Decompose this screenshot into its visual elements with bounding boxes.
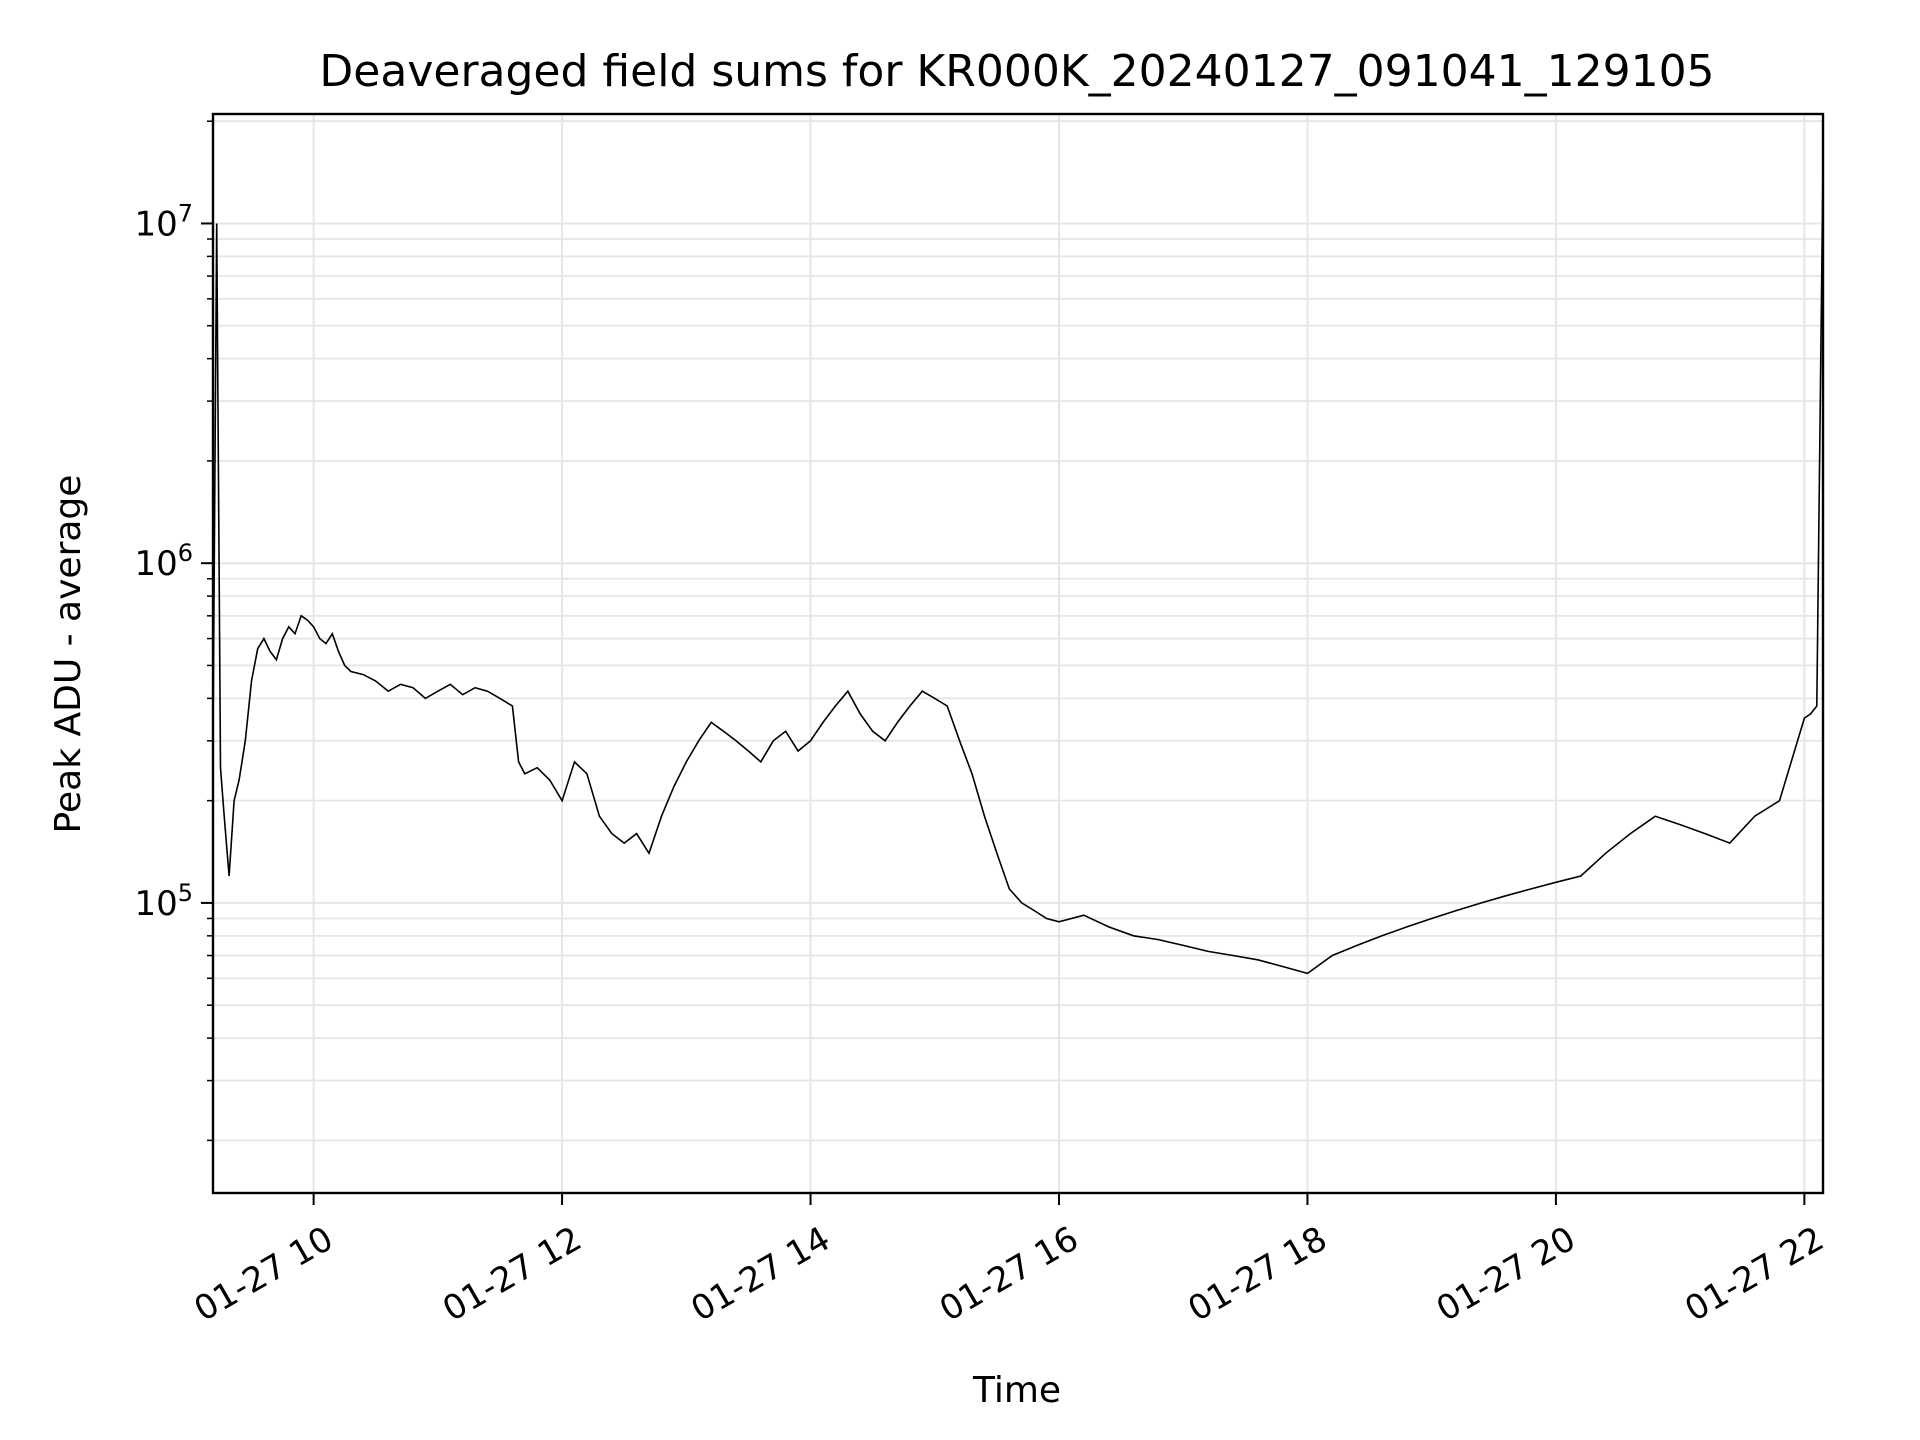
y-tick-label-exponent: 6 xyxy=(178,539,193,567)
y-tick-label: 107 xyxy=(134,199,193,244)
y-tick-label-exponent: 5 xyxy=(178,879,193,907)
y-tick-label-exponent: 7 xyxy=(178,199,193,227)
y-tick-label: 106 xyxy=(134,539,193,584)
y-axis-title: Peak ADU - average xyxy=(48,475,89,834)
series-line xyxy=(212,163,1824,975)
y-tick-label-base: 10 xyxy=(134,204,177,244)
x-axis-title: Time xyxy=(972,1370,1061,1411)
plot-area xyxy=(212,163,1824,975)
y-tick-label-base: 10 xyxy=(134,884,177,924)
grid xyxy=(213,114,1823,1193)
chart-title: Deaveraged field sums for KR000K_2024012… xyxy=(319,46,1714,97)
y-tick-label-base: 10 xyxy=(134,544,177,584)
y-tick-label: 105 xyxy=(134,879,193,924)
plot-frame xyxy=(211,112,1825,1195)
